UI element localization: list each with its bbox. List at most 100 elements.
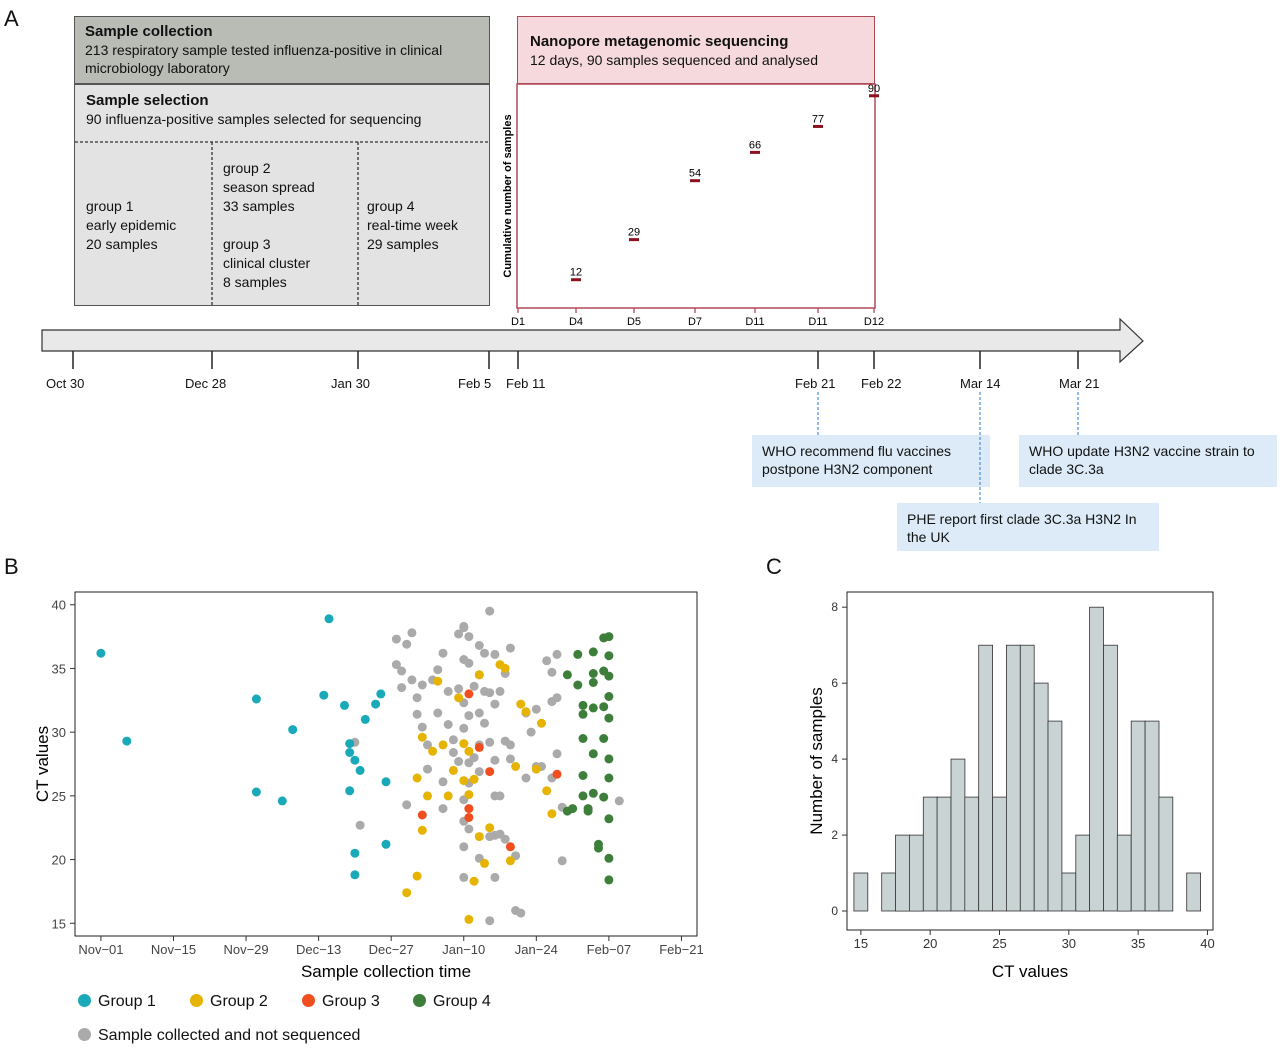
scatter-point (485, 916, 495, 926)
legend-dot-group2 (190, 994, 203, 1007)
legend-label-group4: Group 4 (433, 993, 491, 1010)
callout-phe-report: PHE report first clade 3C.3a H3N2 In the… (897, 503, 1159, 551)
scatter-point (355, 765, 365, 775)
scatter-point (423, 764, 432, 774)
histogram-bar (1019, 644, 1035, 912)
scatter-point (474, 740, 484, 750)
scatter-point (319, 690, 329, 700)
group-3-text: group 3 clinical cluster 8 samples (223, 236, 311, 290)
scatter-point (547, 773, 557, 783)
scatter-point (251, 787, 261, 797)
scatter-point (500, 834, 510, 844)
nanopore-header-box: Nanopore metagenomic sequencing 12 days,… (517, 16, 875, 84)
scatter-point (573, 680, 583, 690)
scatter-point (480, 686, 489, 696)
scatter-point (412, 773, 422, 783)
scatter-point (552, 749, 562, 759)
scatter-point (505, 740, 515, 750)
scatter-point (578, 700, 588, 710)
legend-label-not-sequenced: Sample collected and not sequenced (98, 1027, 361, 1044)
scatter-point (423, 740, 432, 750)
histogram-bar (1116, 834, 1132, 912)
scatter-point (604, 651, 614, 661)
scatter-point (371, 699, 381, 709)
histogram-bar (978, 644, 994, 912)
sample-selection-box (74, 84, 490, 306)
scatter-point (474, 832, 484, 842)
scatter-point (459, 623, 469, 633)
legend-item-group2: Group 2 (190, 993, 268, 1011)
legend-label-group1: Group 1 (98, 993, 156, 1010)
scatter-point (474, 853, 484, 863)
nanopore-text: 12 days, 90 samples sequenced and analys… (530, 52, 818, 68)
inset-data-label: 54 (689, 168, 701, 180)
timeline-date-feb22: Feb 22 (861, 376, 902, 391)
scatter-point (402, 800, 412, 810)
scatter-point (433, 665, 443, 675)
scatter-y-tick-label: 20 (52, 853, 66, 868)
scatter-point (521, 708, 531, 718)
scatter-point (381, 839, 391, 849)
scatter-point (360, 714, 370, 724)
scatter-point (412, 693, 422, 703)
nanopore-title: Nanopore metagenomic sequencing (530, 33, 789, 50)
scatter-point (277, 796, 287, 806)
inset-data-label: 90 (868, 83, 880, 95)
sample-collection-title: Sample collection (85, 23, 213, 40)
scatter-point (448, 748, 458, 757)
scatter-point (376, 689, 386, 699)
scatter-point (480, 858, 489, 868)
scatter-point (511, 906, 521, 915)
scatter-point (355, 820, 365, 830)
scatter-point (324, 614, 334, 624)
scatter-point (604, 671, 614, 681)
scatter-point (526, 727, 536, 737)
scatter-point (578, 734, 588, 743)
scatter-point (547, 697, 557, 707)
legend-label-group3: Group 3 (322, 993, 380, 1010)
scatter-point (485, 832, 495, 842)
histogram-bar (936, 796, 952, 912)
scatter-point (490, 791, 500, 801)
inset-x-tick-label: D7 (688, 316, 702, 328)
scatter-point (412, 871, 422, 881)
scatter-point (542, 786, 552, 796)
histogram-bar (895, 834, 910, 912)
scatter-point (464, 632, 474, 642)
scatter-point (485, 767, 495, 777)
histogram-bar (1047, 720, 1063, 912)
scatter-point (588, 749, 598, 759)
scatter-point (547, 809, 557, 819)
scatter-point (350, 870, 360, 880)
scatter-point (469, 774, 479, 784)
scatter-point (469, 681, 479, 691)
scatter-point (433, 676, 443, 686)
scatter-point (604, 773, 614, 783)
scatter-x-tick-label: Nov−15 (151, 942, 196, 957)
scatter-point (459, 776, 469, 786)
inset-x-tick-label: D5 (627, 316, 641, 328)
scatter-point (464, 778, 474, 788)
group-1-text: group 1 early epidemic 20 samples (86, 198, 177, 252)
scatter-point (459, 795, 469, 805)
scatter-plot-area (74, 591, 698, 937)
inset-data-label: 29 (628, 227, 640, 239)
legend-item-group3: Group 3 (302, 993, 380, 1011)
histogram-y-tick-label: 2 (831, 828, 838, 842)
scatter-point (573, 649, 583, 659)
scatter-point (552, 693, 562, 703)
scatter-point (350, 737, 360, 747)
scatter-y-tick-label: 25 (52, 789, 66, 804)
scatter-point (469, 876, 479, 886)
histogram-bar (853, 872, 869, 912)
legend-item-group1: Group 1 (78, 993, 156, 1011)
scatter-point (438, 648, 448, 658)
scatter-point (345, 748, 355, 757)
histogram-bar (1075, 834, 1091, 912)
scatter-point (474, 670, 484, 680)
scatter-point (454, 684, 464, 694)
scatter-point (464, 711, 474, 721)
scatter-point (459, 816, 469, 826)
scatter-point (464, 758, 474, 768)
scatter-point (438, 740, 448, 750)
